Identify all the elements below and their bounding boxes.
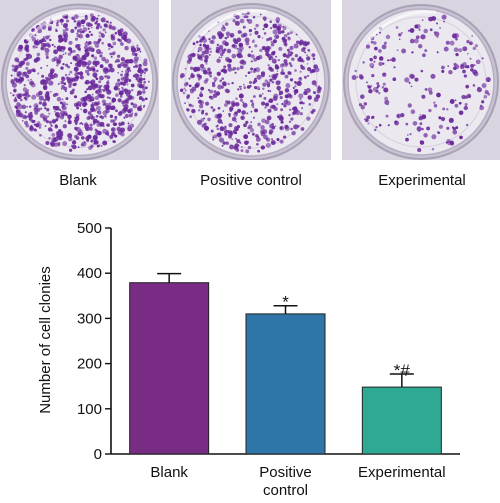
x-tick-label: Blank — [150, 464, 188, 481]
y-axis-label: Number of cell clonies — [37, 266, 54, 414]
significance-marker: *# — [394, 361, 411, 380]
plate-label-experimental: Experimental — [378, 172, 466, 189]
plate-label-blank: Blank — [59, 172, 97, 189]
x-tick-label: Positive — [259, 464, 312, 481]
colonies — [9, 13, 150, 152]
plate-image-experimental — [342, 0, 500, 160]
colonies — [179, 11, 322, 154]
plate-image-blank — [0, 0, 159, 160]
x-tick-label: control — [263, 482, 308, 499]
bar-chart: Number of cell clonies 0100200300400500 … — [37, 220, 460, 499]
y-tick-label: 500 — [77, 220, 102, 237]
bar-positive-control — [245, 313, 326, 455]
y-tick-label: 300 — [77, 310, 102, 327]
y-tick-label: 100 — [77, 401, 102, 418]
bar-experimental — [361, 386, 442, 455]
plate-panel-blank — [0, 0, 159, 160]
plate-panel-positive-control — [171, 0, 331, 160]
x-tick-label: Experimental — [358, 464, 446, 481]
y-tick-label: 400 — [77, 265, 102, 282]
bar-blank — [129, 282, 210, 455]
plate-panel-experimental — [342, 0, 500, 160]
y-tick-label: 0 — [94, 446, 102, 463]
significance-marker: * — [282, 293, 289, 312]
y-tick-label: 200 — [77, 356, 102, 373]
plate-image-positive-control — [171, 0, 331, 160]
plate-label-positive-control: Positive control — [200, 172, 302, 189]
